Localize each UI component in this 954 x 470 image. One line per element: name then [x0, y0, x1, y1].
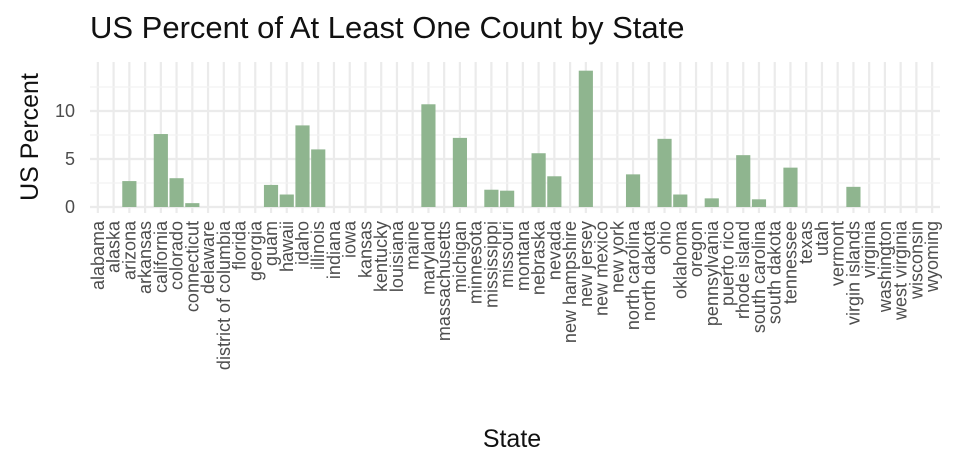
x-tick-label: vermont	[828, 221, 848, 286]
bar	[578, 70, 593, 208]
x-tick-label: virgin islands	[843, 221, 863, 325]
x-tick-label: tennessee	[780, 221, 800, 304]
bar	[279, 194, 294, 207]
x-tick-label: ohio	[655, 221, 675, 255]
x-tick-label: delaware	[198, 221, 218, 294]
x-tick-label: montana	[513, 220, 533, 291]
y-tick-label: 0	[65, 197, 75, 217]
bar	[122, 181, 137, 207]
x-tick-label: wyoming	[922, 221, 942, 293]
x-tick-label: washington	[875, 221, 895, 313]
x-axis-title: State	[483, 425, 541, 453]
bar	[547, 176, 562, 207]
x-tick-label: kansas	[355, 221, 375, 278]
x-tick-label: iowa	[340, 220, 360, 258]
x-tick-label: district of columbia	[214, 220, 234, 370]
x-tick-label: south dakota	[765, 220, 785, 324]
x-tick-label: indiana	[324, 220, 344, 279]
x-tick-label: maine	[403, 221, 423, 270]
bar	[846, 186, 861, 207]
x-tick-label: oklahoma	[670, 220, 690, 299]
x-tick-label: puerto rico	[718, 221, 738, 306]
y-tick-label: 5	[65, 149, 75, 169]
x-tick-label: louisiana	[387, 220, 407, 292]
x-tick-label: illinois	[308, 221, 328, 270]
x-tick-label: kentucky	[371, 221, 391, 292]
y-axis-ticks: 0 5 10	[55, 101, 75, 217]
x-tick-label: rhode island	[733, 221, 753, 319]
bar	[751, 199, 767, 207]
y-tick-label: 10	[55, 101, 75, 121]
x-tick-label: alabama	[88, 220, 108, 290]
x-tick-label: new jersey	[576, 221, 596, 307]
x-tick-label: west virginia	[891, 220, 911, 321]
x-tick-label: north dakota	[639, 220, 659, 321]
x-tick-label: north carolina	[623, 220, 643, 330]
x-axis-ticks: alabamaalaskaarizonaarkansascaliforniaco…	[88, 220, 942, 370]
bar	[421, 104, 436, 207]
bar	[783, 167, 798, 207]
x-tick-label: massachusetts	[434, 221, 454, 341]
bar	[169, 178, 184, 207]
x-tick-label: connecticut	[182, 221, 202, 312]
x-tick-label: arizona	[119, 220, 139, 280]
x-tick-label: pennsylvania	[702, 220, 722, 326]
grid	[90, 62, 940, 213]
x-tick-label: new york	[607, 220, 627, 293]
bar	[657, 138, 672, 207]
bar	[185, 203, 200, 207]
x-tick-label: michigan	[450, 221, 470, 293]
bar	[704, 198, 719, 207]
x-tick-label: california	[151, 220, 171, 293]
x-tick-label: south carolina	[749, 220, 769, 333]
x-tick-label: arkansas	[135, 221, 155, 294]
bars	[122, 70, 861, 208]
bar	[295, 125, 310, 207]
x-tick-label: idaho	[293, 221, 313, 265]
x-tick-label: colorado	[167, 221, 187, 290]
bar	[452, 137, 467, 207]
x-tick-label: missouri	[497, 221, 517, 288]
x-tick-label: texas	[796, 221, 816, 264]
x-tick-label: wisconsin	[906, 221, 926, 300]
x-tick-label: minnesota	[466, 220, 486, 304]
x-tick-label: new hampshire	[560, 221, 580, 343]
x-tick-label: nevada	[544, 220, 564, 280]
bar	[625, 174, 641, 207]
x-tick-label: alaska	[104, 220, 124, 273]
x-tick-label: florida	[230, 220, 250, 270]
x-tick-label: guam	[261, 221, 281, 266]
bar	[263, 184, 279, 207]
x-tick-label: mississippi	[481, 221, 501, 308]
bar	[736, 155, 751, 207]
x-tick-label: georgia	[245, 220, 265, 281]
x-tick-label: new mexico	[592, 221, 612, 316]
x-tick-label: oregon	[686, 221, 706, 277]
x-tick-label: nebraska	[529, 220, 549, 295]
x-tick-label: utah	[812, 221, 832, 256]
x-tick-label: maryland	[418, 221, 438, 295]
bar	[311, 149, 326, 207]
bar	[484, 189, 499, 207]
x-tick-label: virginia	[859, 220, 879, 278]
y-axis-title: US Percent	[16, 73, 44, 201]
x-tick-label: hawaii	[277, 221, 297, 272]
chart-title: US Percent of At Least One Count by Stat…	[90, 10, 685, 45]
bar	[500, 190, 515, 207]
bar	[153, 134, 168, 207]
bar	[531, 153, 546, 207]
bar	[673, 194, 688, 207]
